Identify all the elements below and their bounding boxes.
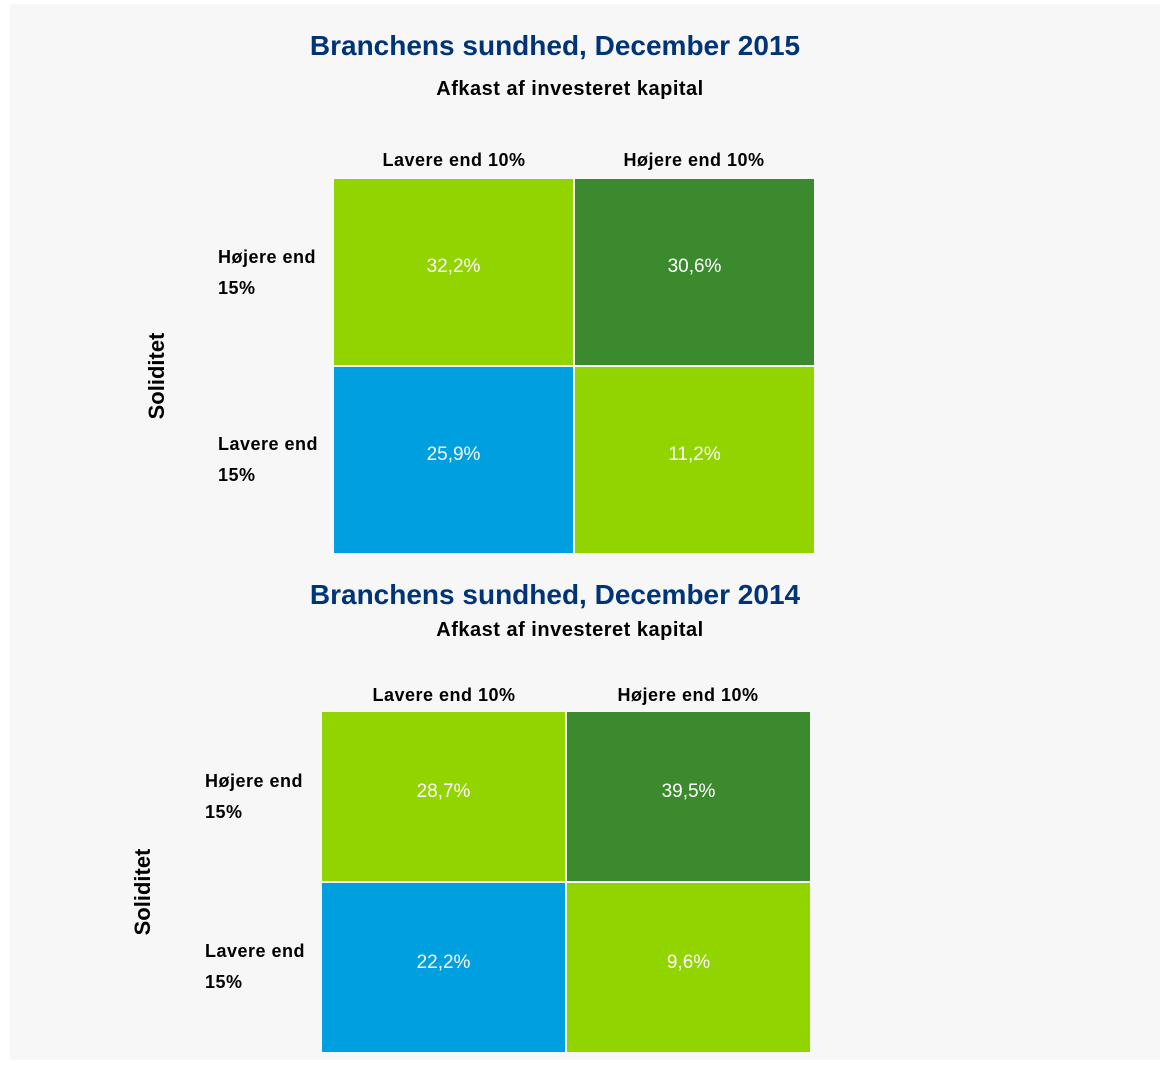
chart-subtitle: Afkast af investeret kapital bbox=[436, 619, 704, 641]
row-header: Højere end 15% bbox=[205, 771, 304, 822]
chart-title: Branchens sundhed, December 2014 bbox=[309, 579, 801, 610]
column-header: Højere end 10% bbox=[617, 685, 759, 705]
heatmap-cell: 28,7% bbox=[322, 712, 565, 881]
cell-label: 39,5% bbox=[661, 780, 716, 802]
row-header: Lavere end 15% bbox=[218, 433, 319, 485]
heatmap-cell: 30,6% bbox=[575, 179, 814, 365]
row-header: Lavere end 15% bbox=[205, 941, 306, 992]
column-header: Lavere end 10% bbox=[372, 685, 516, 705]
cell-label: 32,2% bbox=[426, 256, 481, 277]
chart-subtitle: Afkast af investeret kapital bbox=[436, 78, 704, 100]
column-header: Lavere end 10% bbox=[382, 150, 526, 170]
heatmap-cell: 11,2% bbox=[575, 367, 814, 553]
heatmap-cell: 25,9% bbox=[334, 367, 573, 553]
heatmap-cell: 22,2% bbox=[322, 883, 565, 1052]
cell-label: 30,6% bbox=[667, 256, 722, 277]
cell-label: 11,2% bbox=[668, 444, 721, 465]
heatmap-cell: 32,2% bbox=[334, 179, 573, 365]
cell-label: 9,6% bbox=[666, 951, 711, 973]
cell-label: 28,7% bbox=[416, 780, 471, 802]
chart-title: Branchens sundhed, December 2015 bbox=[309, 30, 801, 61]
y-axis-label: Soliditet bbox=[144, 332, 169, 420]
heatmap-cell: 9,6% bbox=[567, 883, 810, 1052]
row-header: Højere end 15% bbox=[218, 246, 317, 298]
cell-label: 25,9% bbox=[426, 444, 481, 465]
cell-label: 22,2% bbox=[416, 951, 471, 973]
heatmap-cell: 39,5% bbox=[567, 712, 810, 881]
y-axis-label: Soliditet bbox=[130, 848, 155, 936]
column-header: Højere end 10% bbox=[623, 150, 765, 170]
